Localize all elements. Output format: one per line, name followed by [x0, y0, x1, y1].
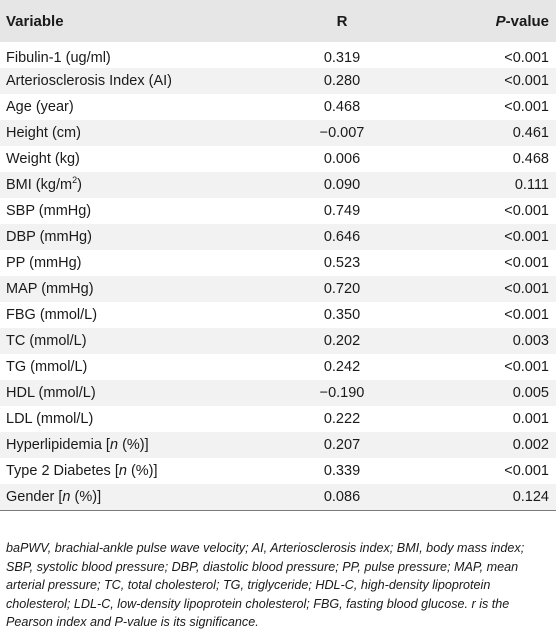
cell-p-value: 0.002 [512, 437, 549, 453]
cell-r: 0.646 [323, 229, 361, 245]
table-row: Weight (kg) 0.006 0.468 [0, 146, 556, 172]
cell-r: 0.468 [323, 99, 361, 115]
cell-p-value: 0.005 [512, 385, 549, 401]
table-row: Gender [n (%)] 0.086 0.124 [0, 484, 556, 510]
cell-p-value: 0.461 [512, 125, 549, 141]
cell-p-value: <0.001 [504, 99, 549, 115]
cell-variable-superscript: 2 [72, 175, 78, 186]
table-header: Variable R P-value [0, 0, 556, 42]
cell-r: 0.350 [323, 307, 361, 323]
cell-p-value: <0.001 [504, 307, 549, 323]
table-row: SBP (mmHg) 0.749 <0.001 [0, 198, 556, 224]
table-row: FBG (mmol/L) 0.350 <0.001 [0, 302, 556, 328]
correlation-table: Variable R P-value Fibulin-1 (ug/ml) 0.31… [0, 0, 556, 510]
cell-p-value: <0.001 [504, 359, 549, 375]
cell-r: 0.207 [323, 437, 361, 453]
table-row: TG (mmol/L) 0.242 <0.001 [0, 354, 556, 380]
table-bottom-rule [0, 510, 556, 511]
cell-variable-italic: n [62, 489, 71, 505]
cell-variable: Age (year) [6, 99, 74, 115]
table-row: PP (mmHg) 0.523 <0.001 [0, 250, 556, 276]
cell-variable-italic: n [118, 463, 127, 479]
cell-p-value: <0.001 [504, 281, 549, 297]
cell-p-value: <0.001 [504, 203, 549, 219]
table-row: LDL (mmol/L) 0.222 0.001 [0, 406, 556, 432]
cell-variable: LDL (mmol/L) [6, 411, 94, 427]
table-body: Fibulin-1 (ug/ml) 0.319 <0.001 Arterioscler… [0, 42, 556, 510]
table-row: Fibulin-1 (ug/ml) 0.319 <0.001 [0, 42, 556, 68]
table-row: Hyperlipidemia [n (%)] 0.207 0.002 [0, 432, 556, 458]
header-variable: Variable [6, 12, 64, 30]
header-r: R [336, 12, 348, 30]
table-footnote: baPWV, brachial-ankle pulse wave velocit… [6, 541, 525, 629]
cell-p-value: 0.111 [514, 177, 549, 193]
table-row: Age (year) 0.468 <0.001 [0, 94, 556, 120]
cell-variable-suffix: (%)] [126, 463, 158, 479]
header-row: Variable R P-value [0, 0, 556, 42]
cell-r: 0.720 [323, 281, 361, 297]
cell-variable: DBP (mmHg) [6, 229, 92, 245]
cell-r: 0.090 [323, 177, 361, 193]
cell-variable-suffix: (%)] [70, 489, 102, 505]
cell-r: 0.319 [323, 50, 361, 66]
cell-r: 0.006 [323, 151, 361, 167]
cell-variable: Gender [n (%)] [0, 484, 262, 510]
cell-variable-prefix: Type 2 Diabetes [ [6, 463, 119, 479]
table-row: TC (mmol/L) 0.202 0.003 [0, 328, 556, 354]
header-p-value: P-value [422, 0, 556, 42]
cell-variable: SBP (mmHg) [6, 203, 92, 219]
cell-p-value: <0.001 [504, 73, 549, 89]
table-row: MAP (mmHg) 0.720 <0.001 [0, 276, 556, 302]
cell-variable: TG (mmol/L) [6, 359, 88, 375]
cell-variable-prefix: Gender [ [6, 489, 63, 505]
cell-variable: Weight (kg) [6, 151, 80, 167]
cell-p-value: <0.001 [504, 229, 549, 245]
cell-variable-prefix: BMI (kg/m [6, 177, 73, 193]
table-row: DBP (mmHg) 0.646 <0.001 [0, 224, 556, 250]
cell-p-value: 0.468 [512, 151, 549, 167]
cell-r: 0.086 [323, 489, 361, 505]
cell-r: 0.222 [323, 411, 361, 427]
cell-variable: PP (mmHg) [6, 255, 82, 271]
cell-variable: MAP (mmHg) [6, 281, 94, 297]
header-p-letter: P [495, 12, 506, 30]
cell-r: 0.749 [323, 203, 361, 219]
cell-p-value: <0.001 [504, 255, 549, 271]
cell-r: −0.190 [319, 385, 365, 401]
table-row: Height (cm) −0.007 0.461 [0, 120, 556, 146]
cell-r: 0.523 [323, 255, 361, 271]
cell-r: 0.202 [323, 333, 361, 349]
cell-p-value: <0.001 [504, 50, 549, 66]
cell-variable: HDL (mmol/L) [6, 385, 96, 401]
cell-p-value: 0.124 [512, 489, 549, 505]
cell-variable: Arteriosclerosis Index (AI) [6, 73, 172, 89]
table-row: Arteriosclerosis Index (AI) 0.280 <0.001 [0, 68, 556, 94]
cell-variable: Hyperlipidemia [n (%)] [0, 432, 262, 458]
cell-r: 0.280 [323, 73, 361, 89]
table-row: BMI (kg/m2) 0.090 0.111 [0, 172, 556, 198]
cell-variable: BMI (kg/m2) [0, 172, 262, 198]
correlation-table-container: Variable R P-value Fibulin-1 (ug/ml) 0.31… [0, 0, 556, 511]
cell-p-value: 0.001 [512, 411, 549, 427]
cell-variable: Height (cm) [6, 125, 81, 141]
cell-r: 0.339 [323, 463, 361, 479]
cell-p-value: <0.001 [504, 463, 549, 479]
cell-variable-prefix: Hyperlipidemia [ [6, 437, 110, 453]
cell-variable-suffix: ) [77, 177, 82, 193]
cell-variable: Type 2 Diabetes [n (%)] [0, 458, 262, 484]
cell-variable: FBG (mmol/L) [6, 307, 98, 323]
cell-r: 0.242 [323, 359, 361, 375]
table-row: HDL (mmol/L) −0.190 0.005 [0, 380, 556, 406]
table-row: Type 2 Diabetes [n (%)] 0.339 <0.001 [0, 458, 556, 484]
cell-p-value: 0.003 [512, 333, 549, 349]
header-p-suffix: -value [505, 12, 549, 30]
cell-variable: Fibulin-1 (ug/ml) [6, 50, 111, 66]
cell-variable: TC (mmol/L) [6, 333, 87, 349]
cell-variable-suffix: (%)] [118, 437, 149, 453]
cell-variable-italic: n [109, 437, 119, 453]
cell-r: −0.007 [319, 125, 365, 141]
